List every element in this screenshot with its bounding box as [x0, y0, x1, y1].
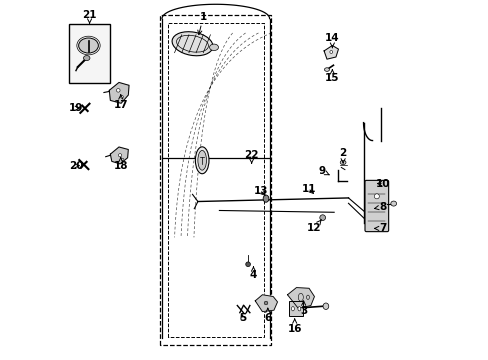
Text: 9: 9: [317, 166, 328, 176]
Polygon shape: [324, 45, 338, 59]
Text: 6: 6: [264, 308, 271, 323]
Ellipse shape: [195, 147, 208, 174]
Ellipse shape: [121, 158, 123, 161]
Ellipse shape: [172, 32, 212, 56]
Text: 22: 22: [244, 150, 258, 163]
Text: 12: 12: [306, 220, 321, 233]
Text: 3: 3: [300, 301, 306, 316]
Ellipse shape: [79, 38, 98, 53]
Text: 14: 14: [325, 33, 339, 48]
Polygon shape: [109, 82, 129, 103]
Ellipse shape: [263, 195, 268, 202]
Ellipse shape: [245, 262, 250, 267]
Text: 5: 5: [239, 313, 246, 323]
Bar: [289, 301, 303, 316]
Ellipse shape: [83, 55, 90, 60]
Text: 17: 17: [113, 95, 128, 110]
Text: 16: 16: [287, 319, 301, 334]
Ellipse shape: [340, 160, 346, 165]
Text: 7: 7: [374, 224, 386, 233]
Ellipse shape: [390, 201, 396, 206]
Text: 1: 1: [198, 12, 206, 35]
Ellipse shape: [264, 301, 267, 305]
Polygon shape: [255, 295, 277, 312]
Bar: [69, 24, 110, 83]
Ellipse shape: [198, 150, 206, 170]
Text: 8: 8: [374, 202, 386, 212]
Ellipse shape: [116, 89, 120, 92]
Ellipse shape: [297, 307, 300, 311]
Text: 18: 18: [113, 158, 128, 171]
Text: 4: 4: [249, 267, 257, 280]
Text: 11: 11: [301, 184, 316, 194]
Polygon shape: [110, 147, 128, 164]
Ellipse shape: [329, 50, 332, 53]
Text: 2: 2: [339, 148, 346, 163]
Ellipse shape: [291, 307, 294, 311]
Text: 20: 20: [68, 161, 83, 171]
Ellipse shape: [209, 44, 218, 50]
Text: 10: 10: [375, 179, 389, 189]
Text: 19: 19: [69, 103, 83, 113]
Ellipse shape: [373, 194, 379, 199]
Ellipse shape: [323, 303, 328, 310]
Text: 21: 21: [82, 10, 97, 23]
Ellipse shape: [118, 154, 122, 157]
Text: 13: 13: [253, 186, 267, 196]
Polygon shape: [287, 288, 314, 309]
Ellipse shape: [319, 215, 325, 221]
Text: 15: 15: [325, 70, 339, 83]
Ellipse shape: [324, 68, 329, 71]
Ellipse shape: [120, 95, 123, 98]
FancyBboxPatch shape: [364, 180, 388, 231]
